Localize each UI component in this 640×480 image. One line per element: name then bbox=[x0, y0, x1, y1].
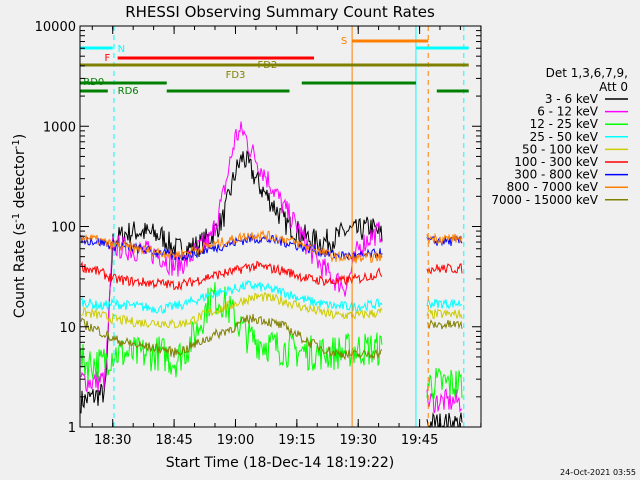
y-tick-label-1: 1 bbox=[68, 421, 76, 436]
legend-label-9: 7000 - 15000 keV bbox=[491, 193, 598, 207]
legend-header-2: Att 0 bbox=[599, 80, 628, 94]
series-line-6 bbox=[80, 260, 463, 291]
y-tick-label-4: 1000 bbox=[43, 120, 76, 135]
mode-label-fd3: FD3 bbox=[226, 70, 246, 81]
axis-ticks: 18:30 18:45 19:00 19:15 19:30 19:45 1 10 100 1000… bbox=[35, 20, 482, 448]
generated-timestamp: 24-Oct-2021 03:55 bbox=[560, 468, 636, 477]
legend-label-8: 800 - 7000 keV bbox=[507, 180, 599, 194]
y-axis-label-suffix: ) bbox=[12, 134, 28, 139]
y-axis-label-sup1: -1 bbox=[11, 213, 22, 223]
legend-label-7: 300 - 800 keV bbox=[514, 168, 598, 182]
y-tick-label-3: 100 bbox=[51, 221, 76, 236]
series-line-5 bbox=[80, 291, 463, 329]
mode-bars: NF FD2 FD3 RD0 RD6 S bbox=[80, 36, 469, 97]
x-tick-label-3: 19:00 bbox=[217, 433, 254, 448]
series-line-9 bbox=[80, 313, 463, 361]
legend-label-1: 3 - 6 keV bbox=[545, 92, 599, 106]
y-tick-label-2: 10 bbox=[59, 321, 76, 336]
x-tick-label-5: 19:30 bbox=[340, 433, 377, 448]
y-axis-label-mid: detector bbox=[12, 149, 28, 213]
x-axis-label: Start Time (18-Dec-14 18:19:22) bbox=[166, 455, 394, 471]
mode-label-f: F bbox=[105, 53, 111, 64]
y-axis-label-prefix: Count Rate (s bbox=[12, 223, 28, 318]
y-axis-label: Count Rate (s-1 detector-1) bbox=[11, 134, 28, 318]
series-line-8 bbox=[80, 229, 463, 264]
y-tick-label-5: 10000 bbox=[35, 20, 76, 35]
legend-label-5: 50 - 100 keV bbox=[522, 142, 599, 156]
mode-label-fd2: FD2 bbox=[257, 60, 277, 71]
chart-title: RHESSI Observing Summary Count Rates bbox=[125, 3, 435, 21]
mode-label-rd0: RD0 bbox=[83, 77, 104, 88]
mode-label-rd6: RD6 bbox=[118, 86, 139, 97]
legend-label-3: 12 - 25 keV bbox=[530, 117, 599, 131]
x-tick-label-4: 19:15 bbox=[278, 433, 315, 448]
x-tick-label-6: 19:45 bbox=[401, 433, 438, 448]
x-tick-label-1: 18:30 bbox=[94, 433, 131, 448]
y-axis-label-sup2: -1 bbox=[11, 139, 22, 149]
legend-label-2: 6 - 12 keV bbox=[537, 105, 599, 119]
series-layer bbox=[80, 121, 463, 429]
legend-header-1: Det 1,3,6,7,9, bbox=[546, 66, 628, 80]
mode-label-s: S bbox=[341, 36, 347, 47]
legend-label-4: 25 - 50 keV bbox=[530, 130, 599, 144]
x-tick-label-2: 18:45 bbox=[155, 433, 192, 448]
mode-label-n: N bbox=[118, 44, 125, 55]
series-line-4 bbox=[80, 279, 463, 315]
legend-label-6: 100 - 300 keV bbox=[514, 155, 598, 169]
